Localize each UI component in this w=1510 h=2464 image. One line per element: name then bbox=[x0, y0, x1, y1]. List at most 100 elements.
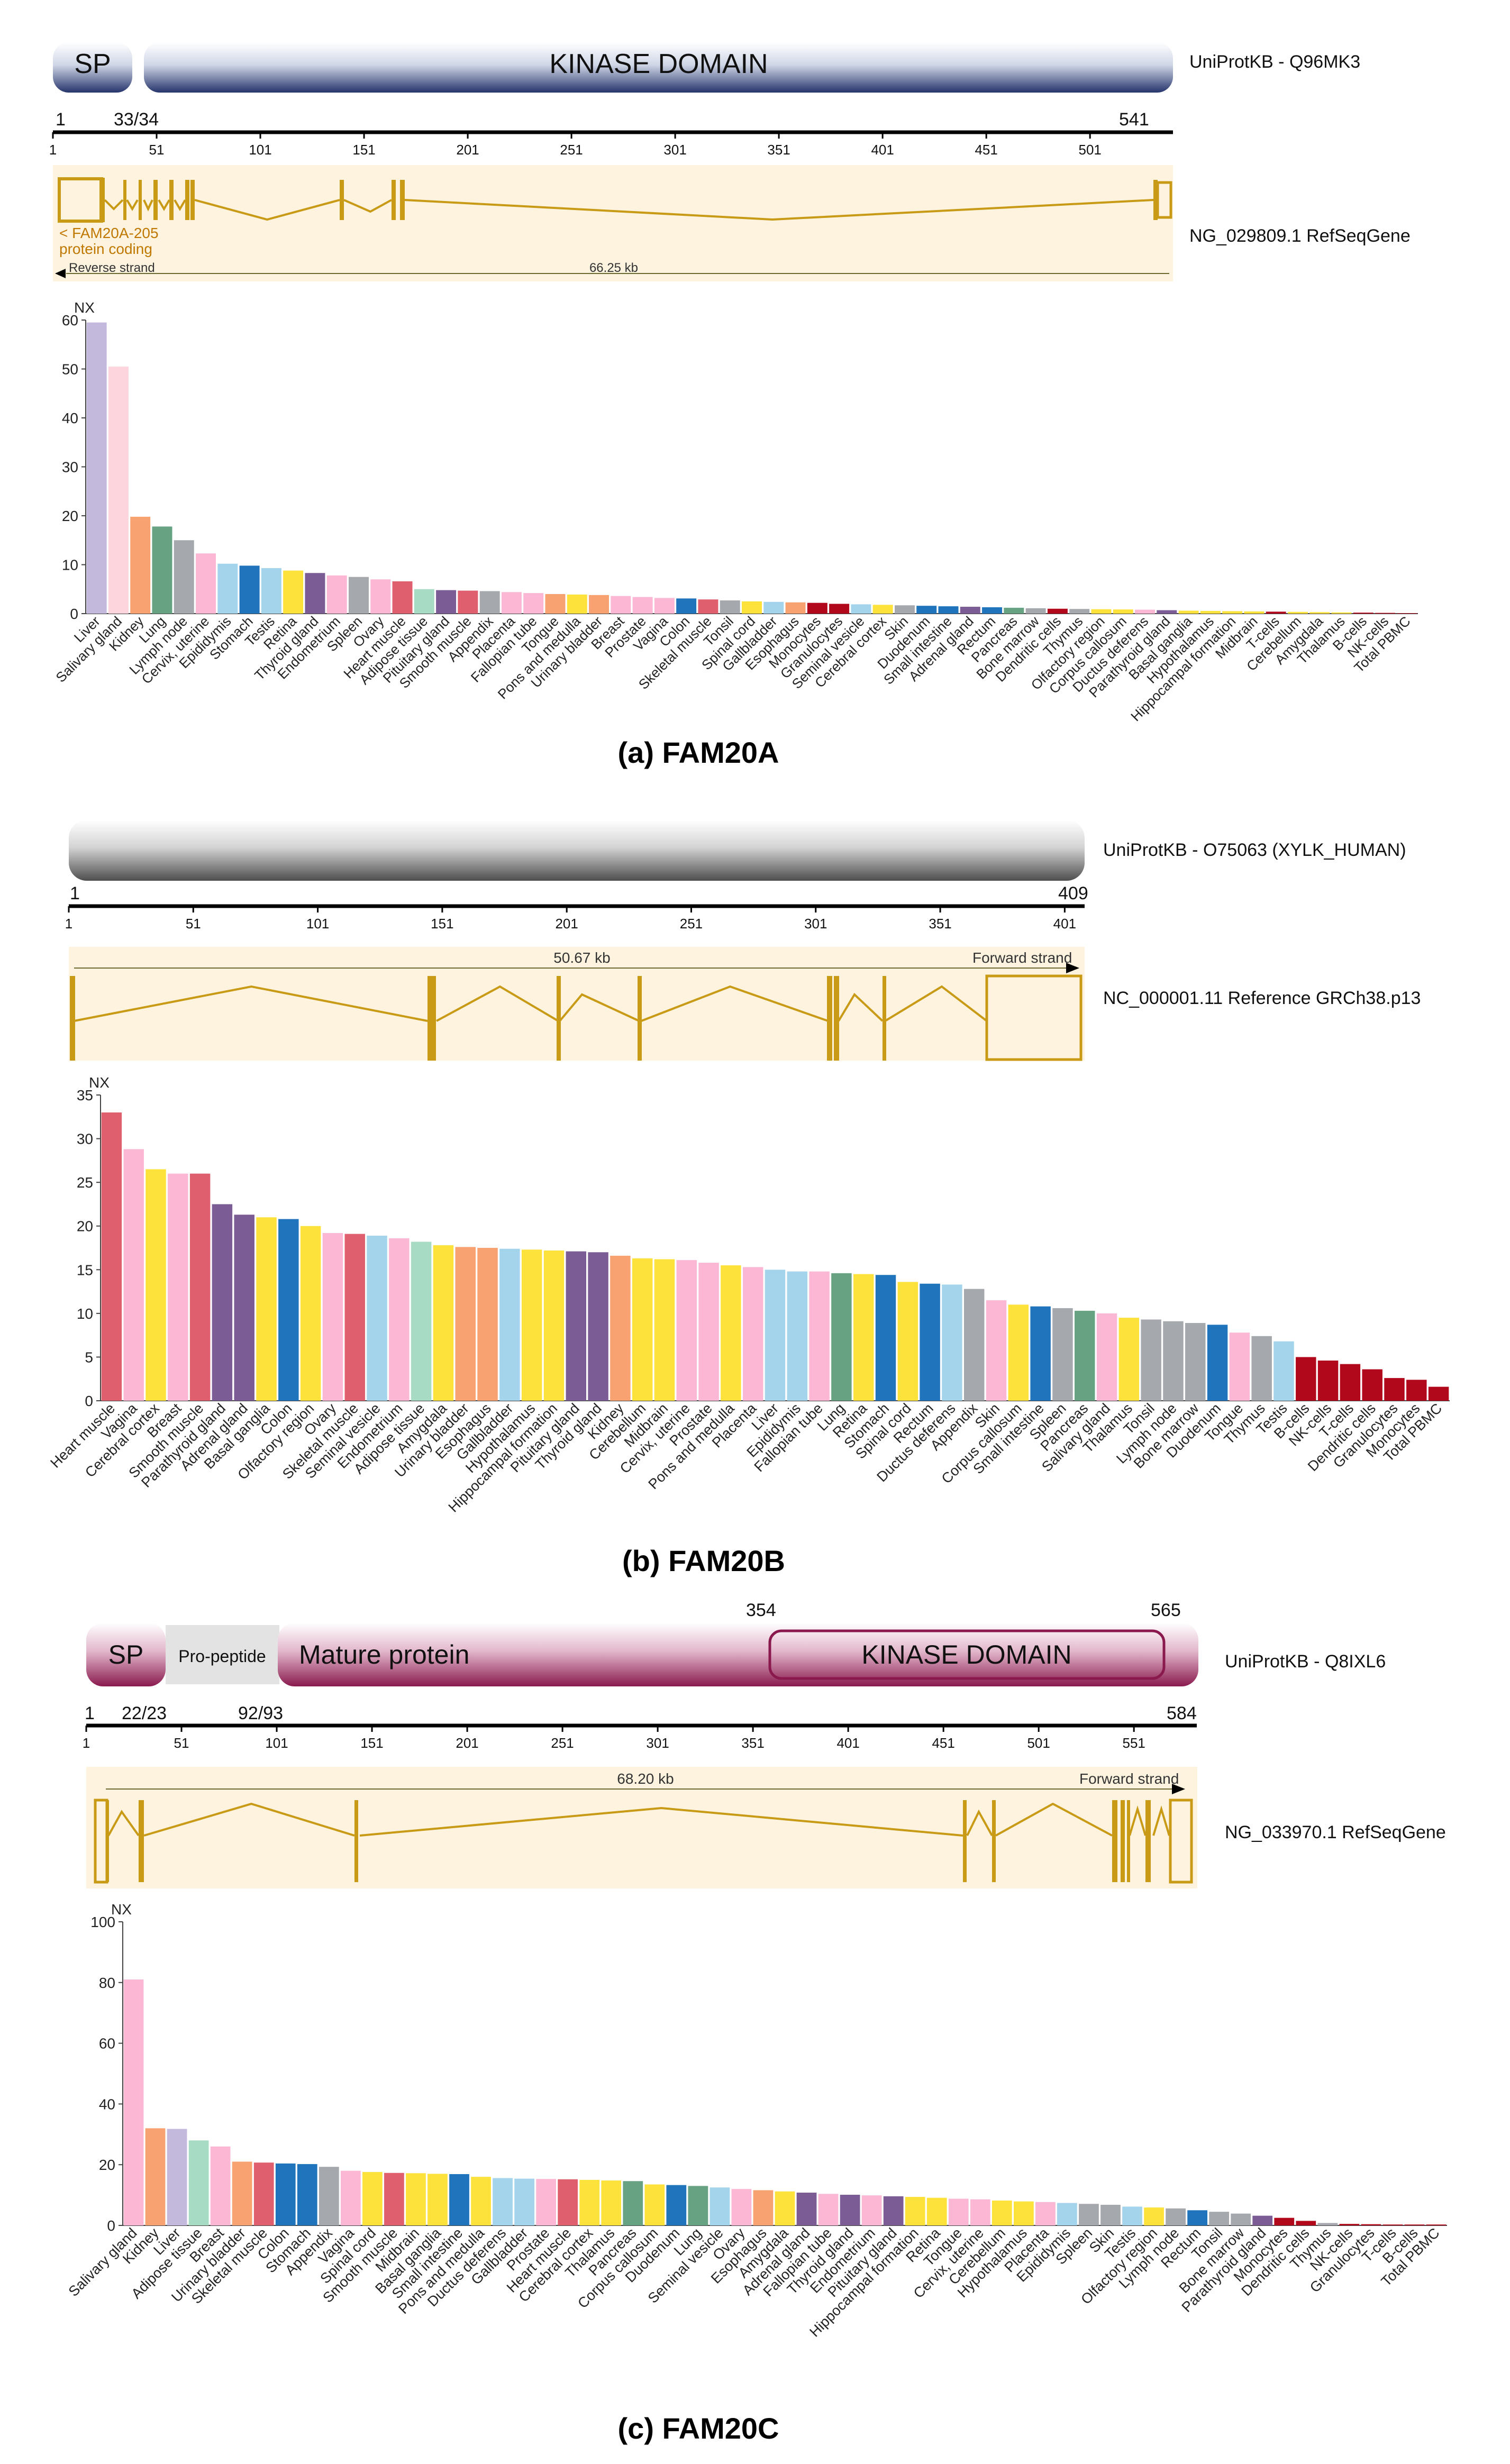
bar bbox=[1096, 1313, 1117, 1401]
kinase-domain-label: KINASE DOMAIN bbox=[861, 1640, 1071, 1669]
bar bbox=[920, 1283, 940, 1401]
exons bbox=[123, 180, 1158, 220]
bar bbox=[1200, 610, 1221, 614]
bar bbox=[1144, 2207, 1164, 2225]
bar bbox=[1166, 2208, 1186, 2225]
bar bbox=[986, 1300, 1007, 1401]
bar bbox=[991, 2200, 1012, 2225]
bar bbox=[829, 604, 850, 614]
bar bbox=[479, 591, 500, 614]
bar bbox=[196, 553, 216, 614]
y-tick-label: 60 bbox=[99, 2036, 115, 2052]
bar bbox=[1057, 2203, 1077, 2225]
bar bbox=[152, 526, 172, 614]
bar bbox=[731, 2189, 752, 2225]
axis-tick-label: 451 bbox=[932, 1735, 954, 1751]
bar bbox=[1004, 607, 1024, 614]
y-tick-label: 10 bbox=[62, 557, 78, 573]
bar bbox=[1118, 1318, 1140, 1401]
bar bbox=[676, 598, 697, 614]
gene-track-bg bbox=[53, 165, 1173, 281]
y-tick-label: 40 bbox=[99, 2096, 115, 2112]
bar bbox=[1331, 612, 1352, 614]
bar bbox=[610, 1255, 631, 1401]
gene-track: < FAM20A-205 protein coding Reverse stra… bbox=[53, 165, 1411, 281]
axis-tick-label: 251 bbox=[560, 142, 583, 158]
bar bbox=[853, 1274, 874, 1401]
bar bbox=[632, 1258, 653, 1401]
bar bbox=[589, 595, 610, 614]
panel-a: SP KINASE DOMAIN UniProtKB - Q96MK3 1 33… bbox=[49, 42, 1418, 769]
bar bbox=[894, 605, 915, 614]
bar bbox=[960, 607, 980, 614]
bar bbox=[1075, 1310, 1095, 1401]
bar bbox=[300, 1226, 321, 1401]
bar bbox=[455, 1247, 476, 1401]
bar bbox=[436, 590, 457, 614]
uniprot-label: UniProtKB - O75063 (XYLK_HUMAN) bbox=[1103, 840, 1406, 860]
bar bbox=[319, 2167, 339, 2225]
strand-arrow-icon bbox=[1066, 963, 1079, 973]
axis-tick-label: 1 bbox=[49, 142, 57, 158]
propeptide-domain bbox=[166, 1625, 279, 1684]
bar bbox=[189, 1173, 211, 1401]
bar bbox=[763, 601, 784, 614]
bar bbox=[411, 1242, 432, 1401]
bar bbox=[210, 2146, 231, 2225]
bar bbox=[566, 1251, 586, 1401]
y-tick-label: 60 bbox=[62, 312, 78, 328]
bar bbox=[212, 1204, 233, 1401]
bar bbox=[1340, 1364, 1361, 1401]
bar bbox=[698, 599, 718, 614]
bar bbox=[1404, 2224, 1425, 2225]
y-tick-label: 30 bbox=[62, 459, 78, 476]
bar bbox=[942, 1284, 962, 1401]
bar bbox=[840, 2195, 860, 2225]
axis-tick-label: 351 bbox=[741, 1735, 764, 1751]
bar bbox=[742, 601, 762, 614]
y-tick-label: 20 bbox=[77, 1218, 93, 1235]
bar bbox=[278, 1219, 299, 1401]
bar bbox=[1035, 2202, 1056, 2225]
bar bbox=[344, 1234, 365, 1401]
bar bbox=[1229, 1333, 1250, 1401]
panel-caption: (b) FAM20B bbox=[622, 1544, 785, 1577]
pos-cleavage: 33/34 bbox=[114, 109, 159, 130]
bar bbox=[851, 604, 871, 614]
y-tick-label: 30 bbox=[77, 1131, 93, 1147]
bar bbox=[1317, 1361, 1339, 1401]
y-axis-label: NX bbox=[74, 299, 95, 316]
bar bbox=[1296, 1357, 1316, 1401]
kinase-start-label: 354 bbox=[746, 1600, 776, 1620]
intron-lines bbox=[74, 985, 988, 1022]
bar bbox=[1122, 2206, 1142, 2225]
bar bbox=[1047, 608, 1068, 614]
bar bbox=[168, 1173, 188, 1401]
gene-size: 50.67 kb bbox=[553, 950, 610, 966]
bar bbox=[130, 516, 151, 614]
bar bbox=[239, 565, 260, 614]
sp-label: SP bbox=[108, 1640, 144, 1669]
bar bbox=[545, 594, 566, 614]
bar bbox=[297, 2164, 317, 2225]
strand-arrow-icon bbox=[1172, 1784, 1185, 1794]
bar bbox=[145, 2128, 166, 2225]
bar bbox=[362, 2171, 383, 2225]
bar bbox=[861, 2195, 882, 2225]
bar bbox=[188, 2140, 209, 2225]
bar bbox=[1353, 613, 1373, 614]
axis-tick-label: 101 bbox=[249, 142, 271, 158]
bar bbox=[964, 1289, 985, 1401]
mature-protein-domain bbox=[278, 1623, 1198, 1686]
bar bbox=[174, 540, 194, 614]
bar bbox=[1113, 609, 1133, 614]
axis-tick-label: 501 bbox=[1027, 1735, 1050, 1751]
bar bbox=[1135, 609, 1156, 614]
panel-caption: (c) FAM20C bbox=[618, 2412, 779, 2445]
bar bbox=[1361, 2224, 1381, 2225]
y-tick-label: 5 bbox=[85, 1349, 93, 1365]
axis-tick-label: 251 bbox=[551, 1735, 574, 1751]
protein-bar bbox=[69, 820, 1085, 881]
bar bbox=[389, 1238, 410, 1401]
